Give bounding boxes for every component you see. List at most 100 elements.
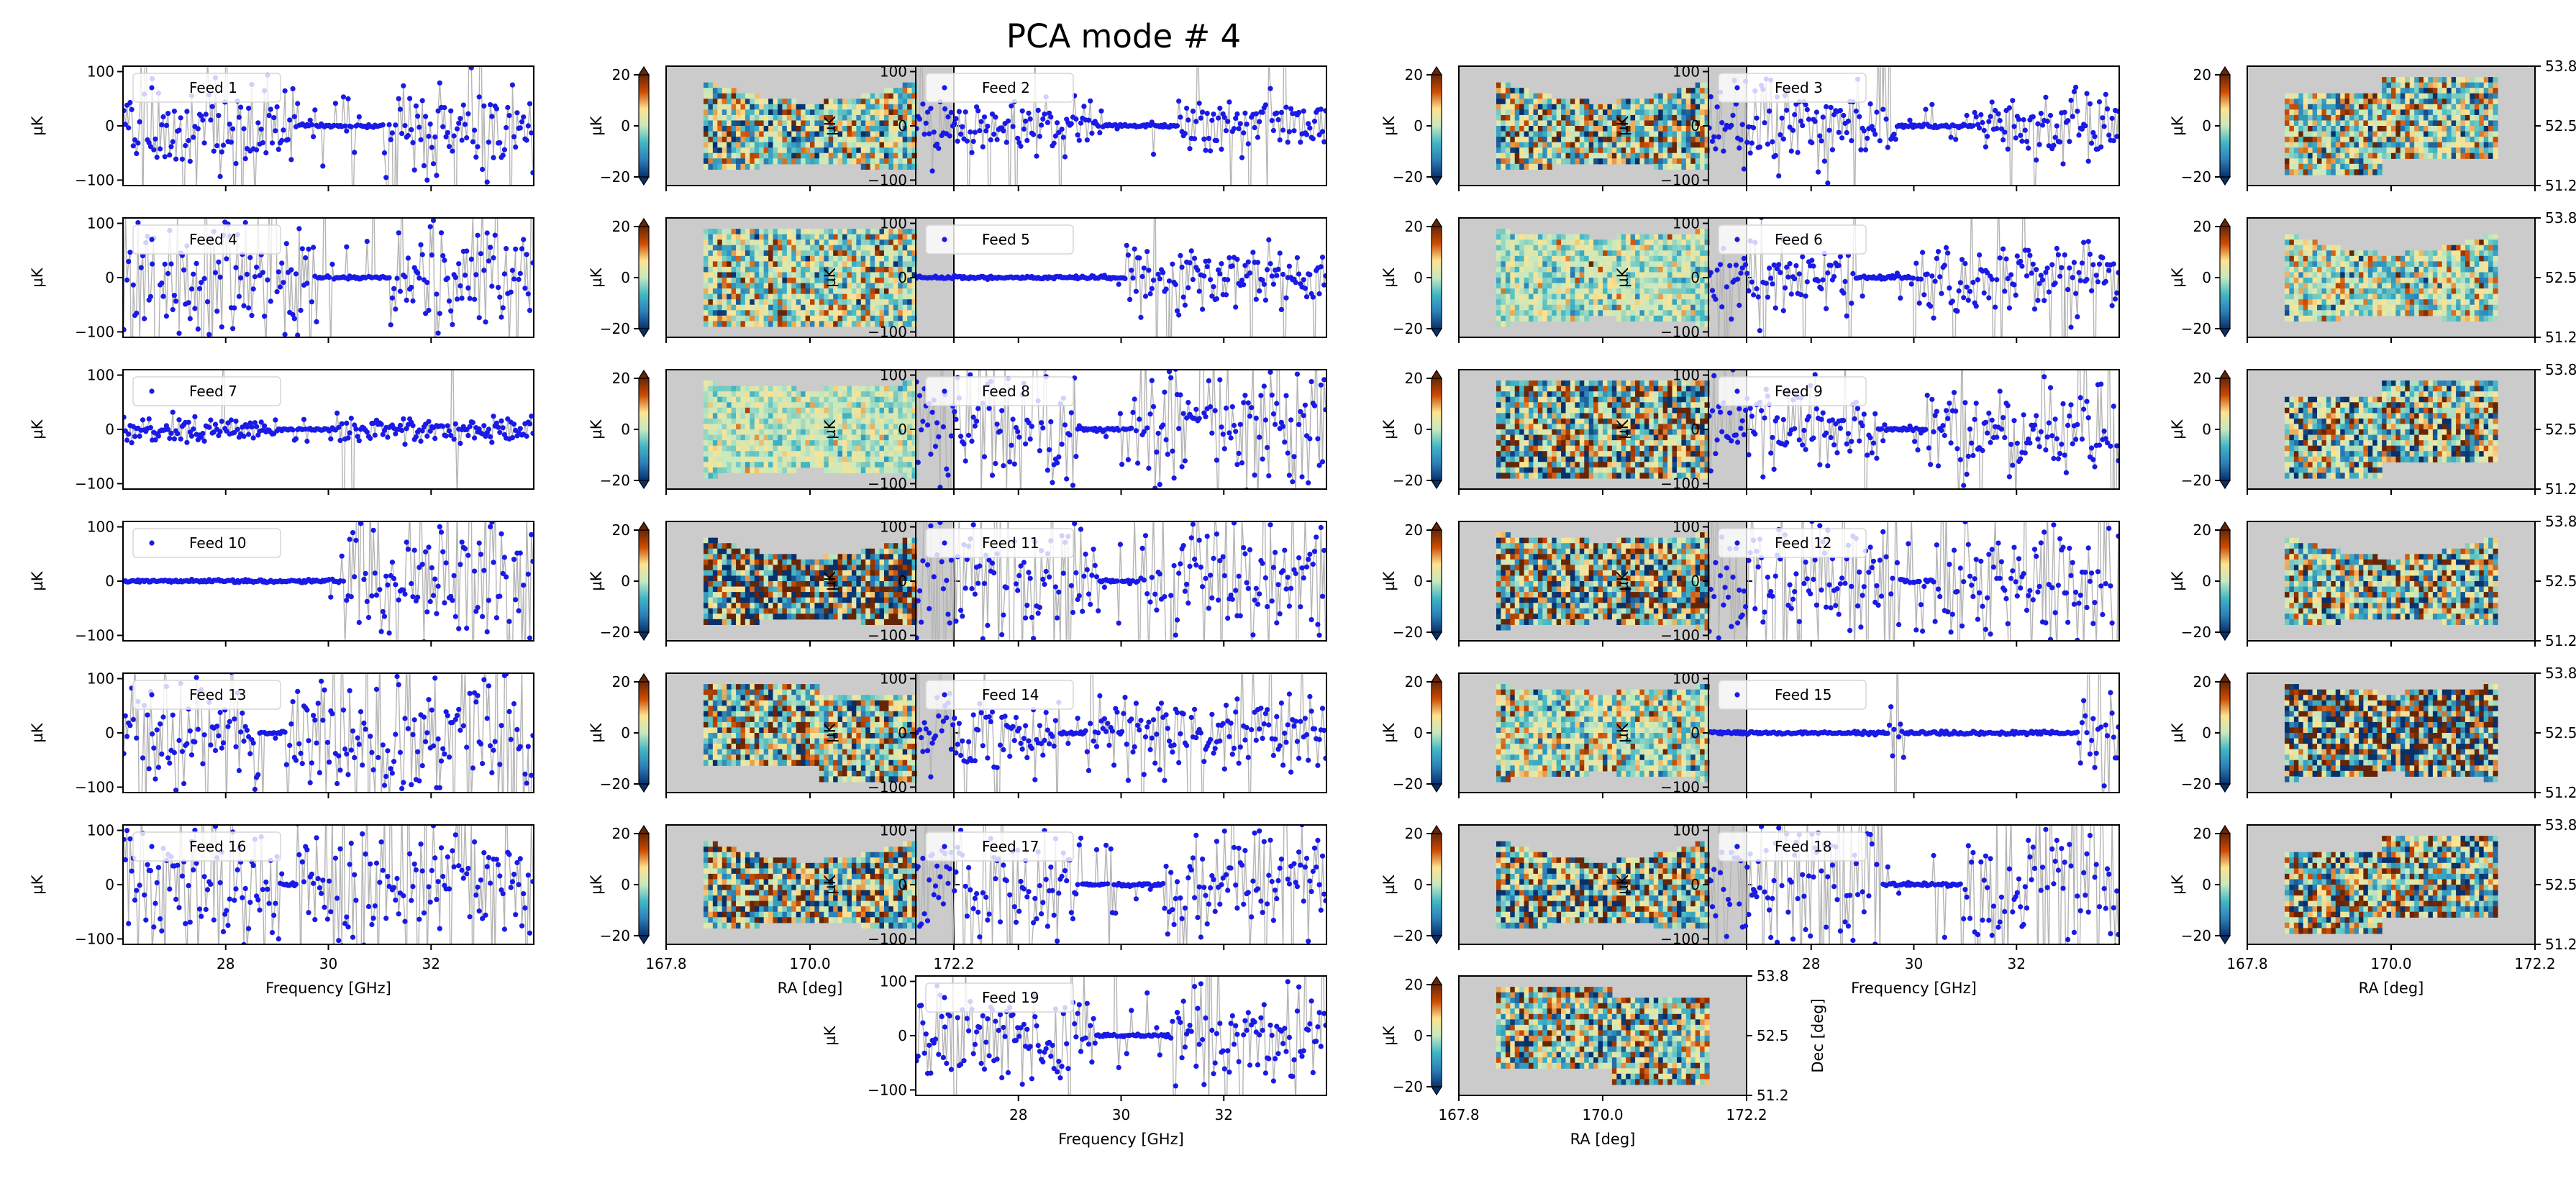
map-pixel (768, 278, 774, 284)
map-pixel (754, 315, 760, 321)
map-pixel (745, 99, 750, 105)
map-pixel (1635, 104, 1641, 110)
map-pixel (717, 283, 723, 289)
map-pixel (2470, 126, 2475, 132)
map-pixel (1695, 93, 1701, 99)
map-pixel (782, 120, 788, 127)
map-pixel (2391, 104, 2397, 110)
map-pixel (1542, 104, 1548, 110)
map-pixel (1501, 261, 1506, 268)
map-pixel (902, 104, 908, 110)
map-pixel (893, 131, 898, 137)
map-pixel (750, 310, 755, 316)
map-pixel (1690, 304, 1696, 311)
map-pixel (1505, 315, 1511, 321)
map-pixel (1579, 245, 1585, 251)
map-pixel (1556, 152, 1562, 159)
map-pixel (1519, 293, 1525, 300)
map-pixel (2470, 147, 2475, 154)
map-pixel (736, 310, 742, 316)
map-pixel (1639, 278, 1645, 284)
map-pixel (2317, 93, 2323, 99)
map-pixel (1653, 126, 1659, 132)
data-point (1988, 114, 1993, 119)
data-point (282, 88, 288, 93)
map-pixel (1607, 142, 1613, 148)
map-pixel (2344, 126, 2350, 132)
map-pixel (2414, 131, 2420, 137)
map-pixel (879, 229, 885, 235)
map-pixel (1672, 272, 1678, 278)
map-pixel (875, 266, 880, 273)
map-pixel (1570, 240, 1575, 246)
map-pixel (2363, 142, 2369, 148)
map-pixel (810, 261, 816, 268)
map-pixel (763, 137, 769, 143)
map-pixel (1630, 299, 1636, 306)
y-tick-label: 0 (898, 269, 907, 286)
data-point (388, 137, 393, 142)
map-pixel (1496, 147, 1502, 154)
y-tick-label: −100 (868, 323, 907, 340)
map-pixel (1537, 109, 1543, 116)
map-pixel (1653, 109, 1659, 116)
map-pixel (1514, 266, 1520, 273)
map-pixel (902, 283, 908, 289)
map-pixel (860, 152, 866, 159)
map-pixel (2326, 126, 2331, 132)
map-pixel (2409, 93, 2415, 99)
map-pixel (865, 99, 871, 105)
map-pixel (750, 266, 755, 273)
map-pixel (2386, 109, 2392, 116)
data-point (2026, 145, 2031, 151)
map-pixel (847, 234, 852, 240)
map-pixel (1662, 261, 1668, 268)
y-tick-label: −100 (75, 323, 114, 340)
data-point (283, 241, 289, 247)
map-pixel (2418, 120, 2424, 127)
map-pixel (2344, 147, 2350, 154)
data-point (437, 311, 442, 316)
map-pixel (745, 304, 750, 311)
map-pixel (893, 229, 898, 235)
map-pixel (708, 163, 714, 170)
map-pixel (875, 126, 880, 132)
map-pixel (2493, 99, 2498, 105)
data-point (405, 255, 411, 261)
map-pixel (1630, 152, 1636, 159)
map-pixel (833, 266, 839, 273)
map-pixel (1570, 131, 1575, 137)
map-pixel (911, 131, 917, 137)
map-pixel (847, 158, 852, 165)
map-pixel (750, 120, 755, 127)
map-pixel (1667, 131, 1673, 137)
map-pixel (1639, 109, 1645, 116)
data-point (1203, 147, 1209, 153)
map-pixel (2405, 109, 2411, 116)
map-pixel (745, 250, 750, 257)
data-point (500, 305, 506, 311)
data-point (454, 296, 460, 302)
map-pixel (1552, 99, 1557, 105)
data-point (1826, 127, 1832, 133)
data-point (418, 137, 424, 142)
map-pixel (1552, 158, 1557, 165)
map-pixel (837, 147, 843, 154)
map-pixel (1695, 293, 1701, 300)
map-pixel (1542, 245, 1548, 251)
map-pixel (786, 240, 792, 246)
map-pixel (907, 288, 913, 295)
map-pixel (2289, 93, 2295, 99)
data-point (307, 117, 313, 123)
map-pixel (722, 299, 727, 306)
colorbar (1431, 74, 1442, 178)
map-pixel (717, 245, 723, 251)
map-pixel (1607, 114, 1613, 122)
map-y-tick-label: 53.8 (2545, 58, 2576, 75)
map-pixel (1607, 104, 1613, 110)
map-pixel (704, 109, 709, 116)
map-pixel (879, 93, 885, 99)
map-pixel (1695, 304, 1701, 311)
map-pixel (777, 137, 783, 143)
